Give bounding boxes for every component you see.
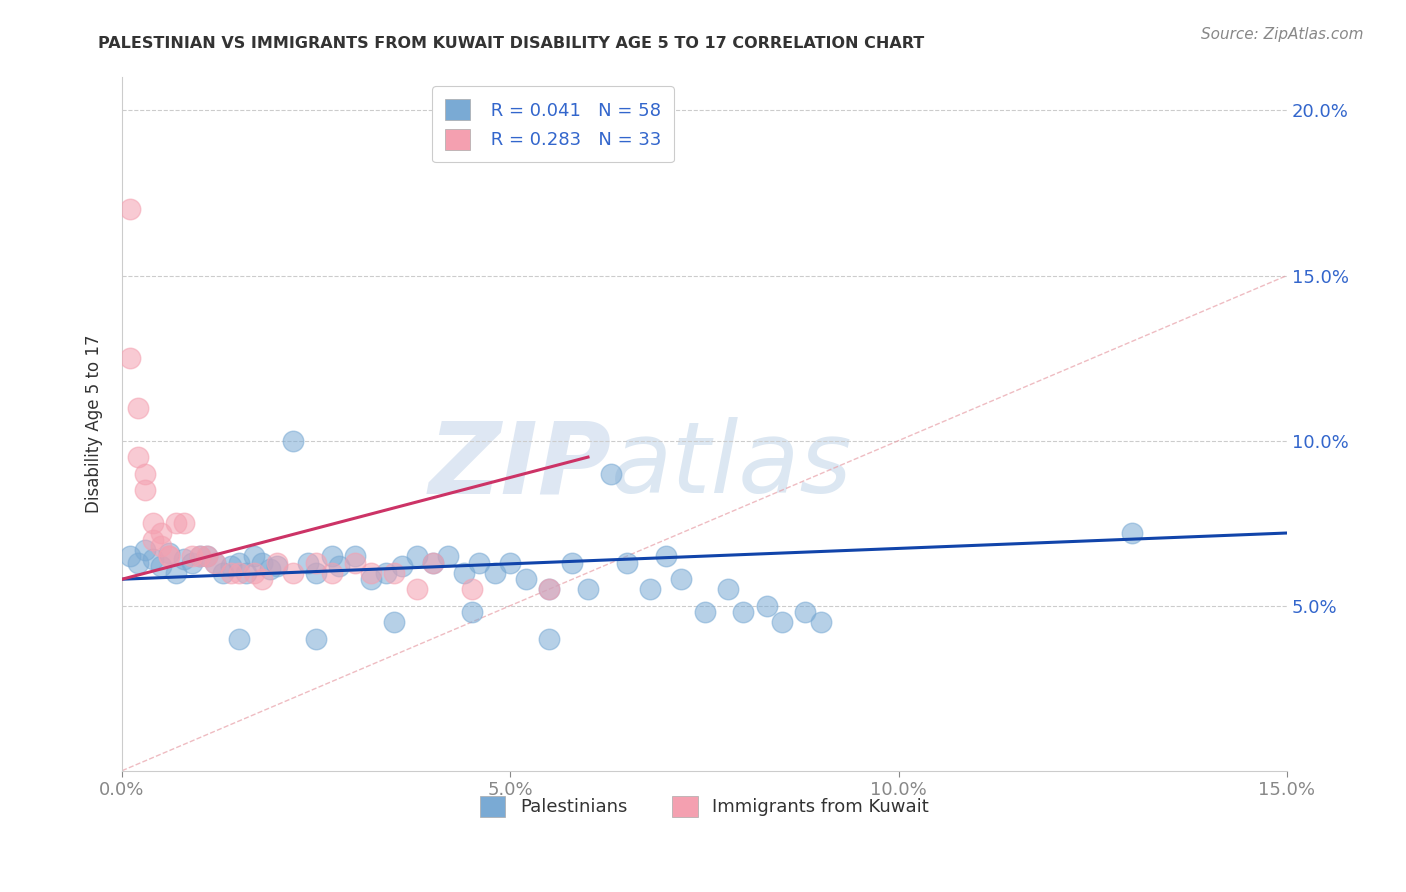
- Point: [219, 566, 242, 580]
- Point: [499, 556, 522, 570]
- Point: [134, 542, 156, 557]
- Point: [810, 615, 832, 629]
- Point: [717, 582, 740, 596]
- Point: [693, 605, 716, 619]
- Point: [422, 556, 444, 570]
- Point: [134, 483, 156, 497]
- Point: [733, 605, 755, 619]
- Point: [281, 566, 304, 580]
- Point: [188, 549, 211, 563]
- Point: [297, 556, 319, 570]
- Point: [127, 401, 149, 415]
- Point: [219, 559, 242, 574]
- Point: [669, 572, 692, 586]
- Point: [375, 566, 398, 580]
- Point: [228, 556, 250, 570]
- Point: [344, 556, 367, 570]
- Point: [250, 556, 273, 570]
- Point: [127, 450, 149, 464]
- Point: [281, 434, 304, 448]
- Point: [149, 559, 172, 574]
- Point: [460, 605, 482, 619]
- Point: [127, 556, 149, 570]
- Point: [165, 516, 187, 530]
- Point: [250, 572, 273, 586]
- Point: [422, 556, 444, 570]
- Point: [266, 559, 288, 574]
- Point: [188, 549, 211, 563]
- Point: [181, 549, 204, 563]
- Point: [616, 556, 638, 570]
- Point: [538, 582, 561, 596]
- Point: [235, 566, 257, 580]
- Point: [305, 566, 328, 580]
- Legend: Palestinians, Immigrants from Kuwait: Palestinians, Immigrants from Kuwait: [472, 789, 936, 824]
- Point: [228, 566, 250, 580]
- Point: [197, 549, 219, 563]
- Point: [360, 566, 382, 580]
- Point: [538, 582, 561, 596]
- Point: [328, 559, 350, 574]
- Point: [259, 562, 281, 576]
- Point: [142, 552, 165, 566]
- Point: [321, 566, 343, 580]
- Point: [360, 572, 382, 586]
- Point: [118, 202, 141, 217]
- Point: [576, 582, 599, 596]
- Point: [453, 566, 475, 580]
- Point: [134, 467, 156, 481]
- Point: [165, 566, 187, 580]
- Point: [460, 582, 482, 596]
- Point: [142, 516, 165, 530]
- Point: [515, 572, 537, 586]
- Point: [344, 549, 367, 563]
- Point: [770, 615, 793, 629]
- Point: [382, 566, 405, 580]
- Point: [118, 351, 141, 365]
- Point: [118, 549, 141, 563]
- Point: [484, 566, 506, 580]
- Point: [149, 526, 172, 541]
- Text: PALESTINIAN VS IMMIGRANTS FROM KUWAIT DISABILITY AGE 5 TO 17 CORRELATION CHART: PALESTINIAN VS IMMIGRANTS FROM KUWAIT DI…: [98, 36, 925, 51]
- Point: [149, 539, 172, 553]
- Point: [181, 556, 204, 570]
- Point: [638, 582, 661, 596]
- Point: [538, 632, 561, 646]
- Point: [437, 549, 460, 563]
- Point: [1121, 526, 1143, 541]
- Point: [243, 549, 266, 563]
- Point: [305, 556, 328, 570]
- Point: [794, 605, 817, 619]
- Point: [321, 549, 343, 563]
- Point: [157, 549, 180, 563]
- Text: ZIP: ZIP: [429, 417, 612, 514]
- Point: [654, 549, 676, 563]
- Point: [382, 615, 405, 629]
- Text: Source: ZipAtlas.com: Source: ZipAtlas.com: [1201, 27, 1364, 42]
- Point: [142, 533, 165, 547]
- Point: [173, 552, 195, 566]
- Point: [157, 549, 180, 563]
- Text: atlas: atlas: [612, 417, 853, 514]
- Point: [391, 559, 413, 574]
- Point: [204, 556, 226, 570]
- Point: [197, 549, 219, 563]
- Point: [212, 566, 235, 580]
- Y-axis label: Disability Age 5 to 17: Disability Age 5 to 17: [86, 334, 103, 513]
- Point: [468, 556, 491, 570]
- Point: [266, 556, 288, 570]
- Point: [406, 549, 429, 563]
- Point: [561, 556, 583, 570]
- Point: [204, 556, 226, 570]
- Point: [600, 467, 623, 481]
- Point: [406, 582, 429, 596]
- Point: [755, 599, 778, 613]
- Point: [305, 632, 328, 646]
- Point: [228, 632, 250, 646]
- Point: [173, 516, 195, 530]
- Point: [157, 546, 180, 560]
- Point: [243, 566, 266, 580]
